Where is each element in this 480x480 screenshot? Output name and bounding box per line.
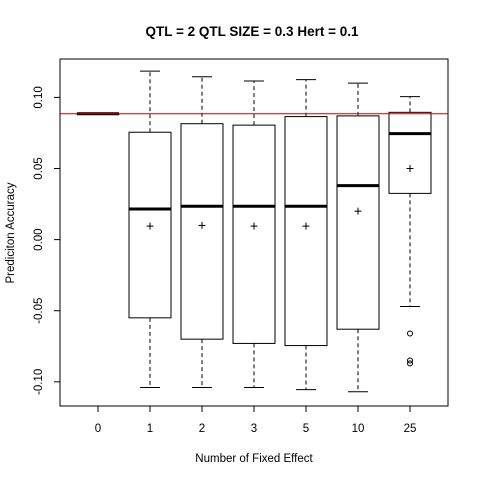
box-iqr [389, 112, 431, 193]
x-tick-label: 0 [95, 423, 101, 435]
x-tick-label: 1 [147, 423, 153, 435]
box-iqr [337, 116, 379, 329]
y-tick-label: 0.00 [33, 228, 45, 250]
x-tick-label: 10 [352, 423, 365, 435]
chart-title: QTL = 2 QTL SIZE = 0.3 Hert = 0.1 [146, 24, 359, 39]
box-group [233, 81, 275, 387]
x-tick-label: 3 [251, 423, 257, 435]
y-axis-label: Prediciton Accuracy [5, 182, 17, 283]
y-tick-label: 0.05 [33, 157, 45, 179]
box-iqr [181, 124, 223, 339]
y-tick-label: -0.05 [33, 298, 45, 324]
box-iqr [285, 117, 327, 346]
y-tick-label: -0.10 [33, 369, 45, 395]
x-tick-label: 25 [404, 423, 417, 435]
x-tick-label: 2 [199, 423, 205, 435]
box-iqr [233, 125, 275, 343]
y-tick-label: 0.10 [33, 86, 45, 108]
box-group [285, 80, 327, 390]
x-axis-label: Number of Fixed Effect [195, 453, 313, 465]
x-tick-label: 5 [303, 423, 309, 435]
